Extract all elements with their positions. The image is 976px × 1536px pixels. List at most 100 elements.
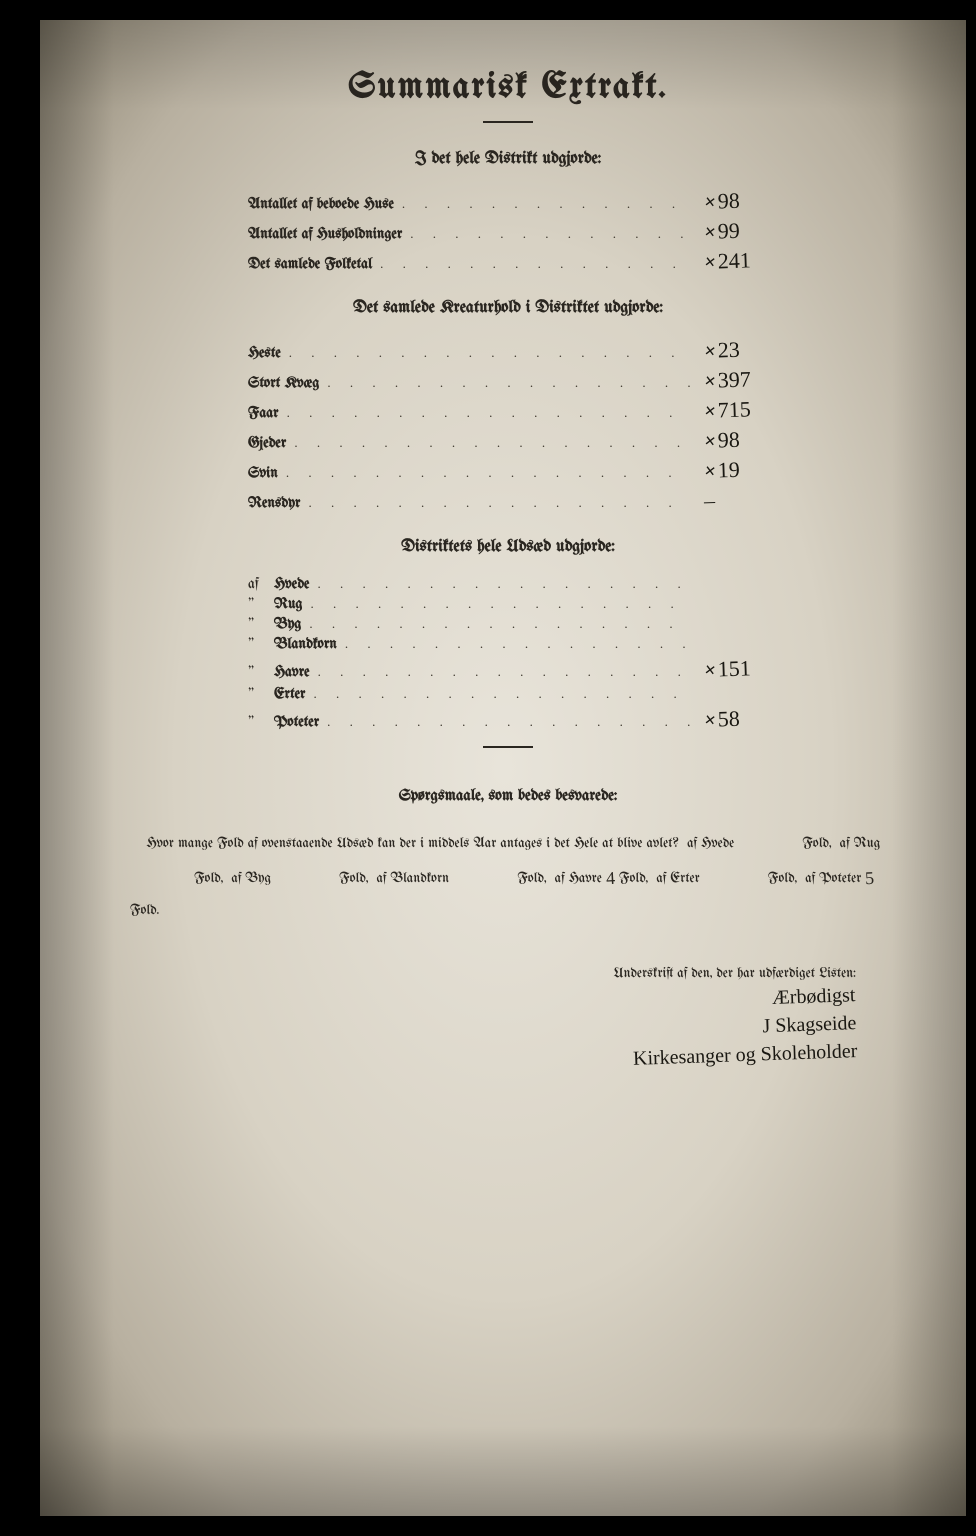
data-row: Antallet af Husholdninger . . . . . . . .…	[248, 218, 768, 244]
question-item-label: af Blandkorn	[376, 871, 453, 886]
row-value	[698, 627, 768, 629]
data-row: Svin. . . . . . . . . . . . . . . . . . …	[248, 457, 768, 483]
section1-heading: I det hele Distrikt udgjorde:	[130, 151, 886, 168]
leader-dots: . . . . . . . . . . . . . . . . . . . . …	[314, 686, 691, 702]
leader-dots: . . . . . . . . . . . . . . . . . . . . …	[318, 664, 690, 680]
question-item-label: af Byg	[231, 871, 275, 886]
data-row: Gjeder . . . . . . . . . . . . . . . . . …	[248, 427, 768, 453]
question-item-unit: Fold,	[615, 871, 656, 886]
row-label: Blandkorn	[274, 636, 337, 652]
leader-dots: . . . . . . . . . . . . . . . . . . . . …	[345, 636, 690, 652]
section3-heading: Distriktets hele Udsæd udgjorde:	[130, 539, 886, 556]
questions-section: Spørgsmaale, som bedes besvarede: Hvor m…	[130, 788, 886, 926]
questions-body: Hvor mange Fold af ovenstaaende Udsæd ka…	[130, 829, 886, 926]
leader-dots: . . . . . . . . . . . . . . . . . . . . …	[308, 495, 690, 511]
scan-frame: Summarisk Extrakt. I det hele Distrikt u…	[0, 0, 976, 1536]
row-prefix: "	[248, 596, 266, 612]
row-value: 19	[698, 456, 769, 484]
question-item-label: af Poteter	[805, 871, 865, 886]
question-item-label: af Erter	[656, 871, 703, 886]
data-row: "Byg. . . . . . . . . . . . . . . . . . …	[248, 616, 768, 632]
question-item-label: af Rug	[840, 836, 881, 851]
question-item-unit: Fold,	[764, 871, 805, 886]
question-item-label: af Havre	[555, 871, 606, 886]
row-prefix: "	[248, 636, 266, 652]
leader-dots: . . . . . . . . . . . . . . . . . . . . …	[317, 576, 690, 592]
leader-dots: . . . . . . . . . . . . . . . . . . . . …	[327, 375, 690, 391]
data-row: " Rug . . . . . . . . . . . . . . . . . . …	[248, 596, 768, 612]
row-label: Havre	[274, 664, 310, 680]
row-value: 99	[698, 217, 769, 245]
title-rule	[483, 121, 533, 123]
row-value	[698, 587, 768, 589]
leader-dots: . . . . . . . . . . . . . . . . . . . . …	[410, 226, 690, 242]
row-value: 241	[698, 247, 769, 275]
question-item-unit: Fold,	[335, 871, 376, 886]
data-row: Antallet af beboede Huse . . . . . . . . …	[248, 188, 768, 214]
questions-intro: Hvor mange Fold af ovenstaaende Udsæd ka…	[130, 836, 687, 851]
leader-dots: . . . . . . . . . . . . . . . . . . . . …	[289, 345, 690, 361]
row-value	[698, 697, 768, 699]
question-item-value: 5	[865, 860, 876, 898]
row-label: Poteter	[274, 714, 319, 730]
leader-dots: . . . . . . . . . . . . . . . . . . . . …	[287, 405, 690, 421]
row-label: Rensdyr	[248, 495, 300, 511]
data-row: Det samlede Folketal . . . . . . . . . . …	[248, 248, 768, 274]
leader-dots: . . . . . . . . . . . . . . . . . . . . …	[380, 256, 690, 272]
row-value	[698, 647, 768, 649]
signature-block: Underskrift af den, der har udfærdiget L…	[130, 966, 886, 1069]
question-item-value: 4	[605, 860, 616, 898]
row-value: 397	[698, 366, 769, 394]
row-prefix: af	[248, 576, 266, 592]
data-row: " Poteter . . . . . . . . . . . . . . . . …	[248, 706, 768, 732]
question-item-unit: Fold,	[798, 836, 839, 851]
row-label: Faar	[248, 405, 279, 421]
section3-rows: afHvede. . . . . . . . . . . . . . . . .…	[248, 576, 768, 732]
row-label: Antallet af Husholdninger	[248, 226, 402, 242]
row-prefix: "	[248, 714, 266, 730]
row-label: Gjeder	[248, 435, 286, 451]
data-row: af Hvede . . . . . . . . . . . . . . . . .…	[248, 576, 768, 592]
row-label: Heste	[248, 345, 281, 361]
row-label: Antallet af beboede Huse	[248, 196, 394, 212]
questions-heading: Spørgsmaale, som bedes besvarede:	[130, 788, 886, 805]
row-value: 98	[698, 187, 769, 215]
data-row: " Havre . . . . . . . . . . . . . . . . . …	[248, 656, 768, 682]
question-item-unit: Fold.	[130, 903, 168, 918]
section1-rows: Antallet af beboede Huse . . . . . . . . …	[248, 188, 768, 274]
row-prefix: "	[248, 616, 266, 632]
leader-dots: . . . . . . . . . . . . . . . . . . . . …	[327, 714, 690, 730]
row-value: 715	[698, 396, 769, 424]
data-row: Faar . . . . . . . . . . . . . . . . . . …	[248, 397, 768, 423]
signature-handwriting: ÆrbødigstJ SkagseideKirkesanger og Skole…	[630, 981, 857, 1073]
row-value: 151	[698, 655, 769, 683]
row-label: Hvede	[274, 576, 309, 592]
leader-dots: . . . . . . . . . . . . . . . . . . . . …	[294, 435, 690, 451]
data-row: Heste . . . . . . . . . . . . . . . . . .…	[248, 337, 768, 363]
data-row: Rensdyr . . . . . . . . . . . . . . . . .…	[248, 487, 768, 513]
leader-dots: . . . . . . . . . . . . . . . . . . . . …	[310, 596, 690, 612]
leader-dots: . . . . . . . . . . . . . . . . . . . . …	[402, 196, 690, 212]
row-label: Byg	[274, 616, 301, 632]
mid-rule	[483, 746, 533, 748]
row-value: 98	[698, 426, 769, 454]
row-prefix: "	[248, 686, 266, 702]
row-label: Det samlede Folketal	[248, 256, 372, 272]
row-label: Stort Kvæg	[248, 375, 319, 391]
row-label: Rug	[274, 596, 302, 612]
data-row: " Blandkorn . . . . . . . . . . . . . . . …	[248, 636, 768, 652]
data-row: Stort Kvæg . . . . . . . . . . . . . . . …	[248, 367, 768, 393]
row-value	[698, 607, 768, 609]
row-value: –	[698, 486, 769, 514]
question-item-label: af Hvede	[687, 836, 738, 851]
document-page: Summarisk Extrakt. I det hele Distrikt u…	[40, 20, 966, 1516]
signature-label: Underskrift af den, der har udfærdiget L…	[130, 966, 856, 981]
data-row: "Erter. . . . . . . . . . . . . . . . . …	[248, 686, 768, 702]
row-prefix: "	[248, 664, 266, 680]
row-value: 23	[698, 336, 769, 364]
question-item-unit: Fold,	[513, 871, 554, 886]
page-title: Summarisk Extrakt.	[130, 70, 886, 107]
section2-rows: Heste . . . . . . . . . . . . . . . . . .…	[248, 337, 768, 513]
question-item-unit: Fold,	[190, 871, 231, 886]
row-label: Svin	[248, 465, 278, 481]
